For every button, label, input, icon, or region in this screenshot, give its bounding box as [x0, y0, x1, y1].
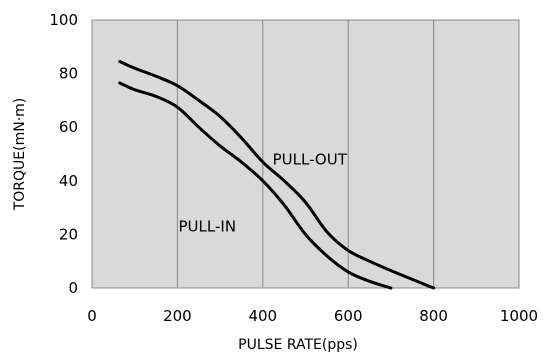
series-layer	[118, 60, 436, 290]
series-line-1	[118, 60, 436, 290]
y-tick-label: 20	[59, 225, 78, 243]
y-tick-label: 0	[68, 279, 78, 297]
annotation-pull-out: PULL-OUT	[273, 150, 348, 168]
y-tick-labels: 0 20 40 60 80 100	[49, 11, 78, 297]
series-line-2	[118, 81, 393, 290]
x-tick-label: 1000	[500, 307, 538, 325]
y-axis-title: TORQUE(mN·m)	[12, 98, 28, 212]
grid-lines	[176, 20, 435, 288]
annotation-pull-in: PULL-IN	[179, 217, 237, 235]
plot-area	[91, 19, 520, 289]
y-tick-label: 40	[59, 172, 78, 190]
x-tick-label: 200	[163, 307, 192, 325]
x-tick-label: 600	[334, 307, 363, 325]
x-axis-title: PULSE RATE(pps)	[238, 337, 358, 353]
y-tick-label: 60	[59, 118, 78, 136]
x-tick-label: 400	[248, 307, 277, 325]
x-tick-label: 0	[87, 307, 97, 325]
x-tick-labels: 0 200 400 600 800 1000	[87, 307, 538, 325]
y-tick-label: 80	[59, 65, 78, 83]
x-tick-label: 800	[419, 307, 448, 325]
annotations: PULL-OUT PULL-IN	[179, 150, 348, 235]
y-tick-label: 100	[49, 11, 78, 29]
